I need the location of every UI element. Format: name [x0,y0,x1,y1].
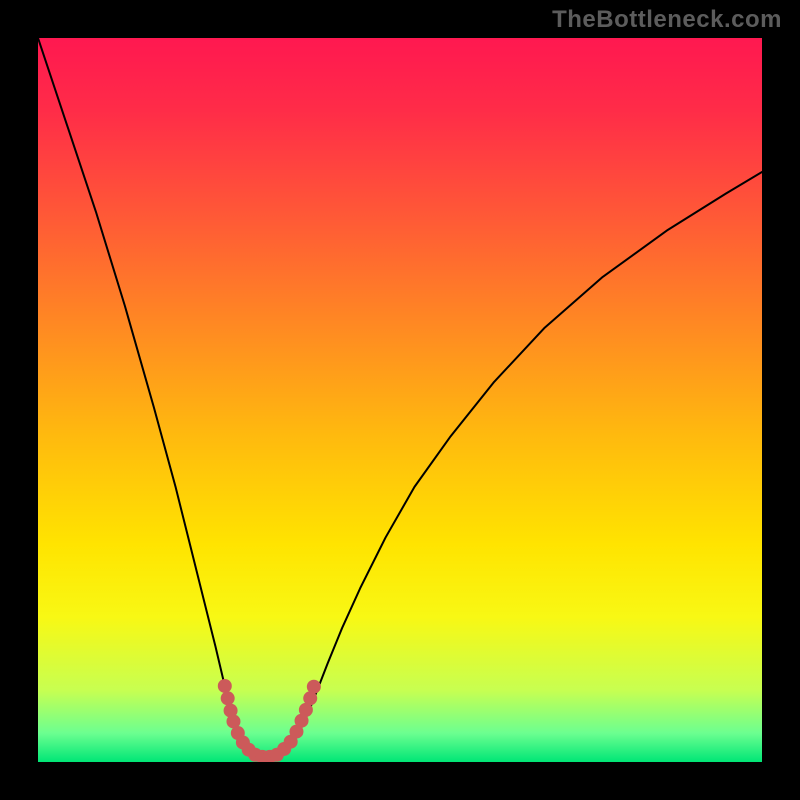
curve-markers [218,679,321,762]
watermark-text: TheBottleneck.com [552,6,782,34]
chart-curve-layer [38,38,762,762]
bottleneck-curve [38,38,762,758]
curve-marker [218,679,232,693]
curve-marker [221,691,235,705]
curve-marker [307,680,321,694]
chart-plot-area [38,38,762,762]
